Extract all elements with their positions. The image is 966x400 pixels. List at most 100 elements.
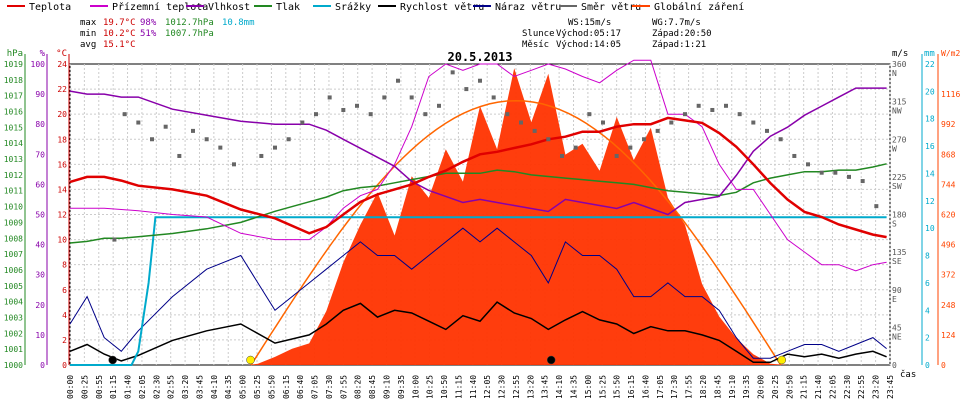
axis-pressure-tick: 1016 xyxy=(4,108,23,117)
axis-pressure-tick: 1003 xyxy=(4,313,23,322)
axis-time-tick: 19:35 xyxy=(742,375,751,399)
marker-sunrise xyxy=(246,355,255,365)
series-wind-dir-point xyxy=(792,153,797,158)
axis-temp-tick: 4 xyxy=(62,311,67,320)
marker-moonrise xyxy=(546,355,556,365)
axis-temp-tick: 8 xyxy=(62,261,67,270)
series-wind-dir-point xyxy=(655,128,660,133)
stats-temp: 19.7°C xyxy=(103,18,136,28)
series-ground-temp xyxy=(70,59,887,272)
axis-rad-tick: 0 xyxy=(941,361,946,370)
axis-dir-tick: 90 xyxy=(892,286,902,295)
axis-time-tick: 19:10 xyxy=(728,375,737,399)
stats-temp: 15.1°C xyxy=(103,40,136,50)
axis-rain-tick: 22 xyxy=(925,60,935,69)
axis-humidity-tick: 40 xyxy=(35,241,45,250)
axis-rain-tick: 18 xyxy=(925,115,935,124)
series-wind-dir-point xyxy=(642,137,646,142)
axis-dir-tick: 225 xyxy=(892,173,907,182)
series-wind-dir-point xyxy=(505,112,510,117)
axis-time-tick: 05:25 xyxy=(253,375,262,399)
axis-temp-tick: 2 xyxy=(62,336,67,345)
info-sun-label: Slunce xyxy=(522,29,555,39)
axis-rad-tick: 1116 xyxy=(941,90,960,99)
series-wind-dir-point xyxy=(191,128,195,133)
axis-dir-tick: 135 xyxy=(892,248,907,257)
axis-temp-tick: 12 xyxy=(57,211,67,220)
axis-pressure-tick: 1019 xyxy=(4,60,23,69)
axis-humidity-tick: 70 xyxy=(35,150,45,159)
axis-rain-tick: 14 xyxy=(925,169,935,178)
stats-rain: 10.8mm xyxy=(222,18,255,28)
series-temperature xyxy=(69,116,887,239)
axis-time-tick: 17:30 xyxy=(670,375,679,399)
axis-time-tick: 15:25 xyxy=(598,375,607,399)
axis-time-tick: 13:45 xyxy=(541,375,550,399)
axis-pressure-tick: 1011 xyxy=(4,187,23,196)
series-wind-dir-point xyxy=(819,170,824,175)
axis-humidity-tick: 80 xyxy=(35,120,45,129)
axis-time-tick: 18:45 xyxy=(713,375,722,399)
axis-dir-tick: 360 xyxy=(892,60,907,69)
axis-wind-unit: m/s xyxy=(892,49,908,59)
axis-time-tick: 02:30 xyxy=(152,375,161,399)
series-wind-dir-point xyxy=(150,137,154,142)
series-wind-dir-point xyxy=(710,107,715,112)
axis-pressure-tick: 1014 xyxy=(4,139,23,148)
stats-label: min xyxy=(80,29,96,39)
series-wind-dir-point xyxy=(614,153,619,158)
axis-pressure-tick: 1012 xyxy=(4,171,23,180)
axis-dir-label: NE xyxy=(892,332,902,341)
series-wind-dir-point xyxy=(273,145,277,150)
stats-humidity: 98% xyxy=(140,18,157,28)
series-group xyxy=(69,59,887,366)
stats-block: max 19.7°C 98% 1012.7hPa 10.8mm min 10.2°C 51% 1… xyxy=(80,18,255,50)
axis-dir-label: N xyxy=(892,69,897,78)
info-moon-set: Západ:1:21 xyxy=(652,40,706,50)
axis-pressure-tick: 1007 xyxy=(4,250,23,259)
series-wind-dir-point xyxy=(560,153,564,158)
axis-humidity-tick: 30 xyxy=(35,271,45,280)
axis-rad-tick: 744 xyxy=(941,180,956,189)
axis-time-tick: 22:55 xyxy=(857,375,866,399)
axis-rad-tick: 868 xyxy=(941,150,956,159)
series-wind-dir-point xyxy=(218,145,223,150)
series-wind-dir-point xyxy=(423,112,428,117)
series-wind-dir-point xyxy=(860,179,865,184)
axis-rain-tick: 8 xyxy=(925,252,930,261)
axis-time-tick: 12:05 xyxy=(483,375,492,399)
info-ws: WS:15m/s xyxy=(568,18,611,28)
axis-dir-tick: 0 xyxy=(892,361,897,370)
axis-time-tick: 11:40 xyxy=(469,375,478,399)
series-wind-dir-point xyxy=(396,78,400,83)
axis-time-tick: 07:55 xyxy=(339,375,348,399)
axis-pressure-tick: 1000 xyxy=(4,361,23,370)
axis-time-tick: 00:55 xyxy=(95,375,104,399)
series-wind-gust xyxy=(69,227,887,359)
axis-rain-tick: 6 xyxy=(925,279,930,288)
axis-pressure-tick: 1001 xyxy=(4,345,23,354)
series-wind-dir-point xyxy=(491,95,496,100)
series-wind-dir-point xyxy=(286,137,291,142)
axis-rad-tick: 372 xyxy=(941,271,956,280)
axis-humidity-tick: 20 xyxy=(35,301,45,310)
stats-label: max xyxy=(80,18,97,28)
axis-time-tick: 13:20 xyxy=(526,375,535,399)
series-wind-dir-point xyxy=(628,145,633,150)
axis-time-tick: 17:05 xyxy=(656,375,665,399)
axis-humidity-tick: 50 xyxy=(35,211,45,220)
info-block: WS:15m/s WG:7.7m/s Slunce Východ:05:17 Západ… xyxy=(522,18,712,50)
axis-time-tick: 18:20 xyxy=(699,375,708,399)
series-wind-dir-point xyxy=(327,95,332,100)
series-wind-dir-point xyxy=(478,78,482,83)
series-wind-dir-point xyxy=(751,120,756,125)
series-humidity xyxy=(69,87,887,216)
axis-time-tick: 02:55 xyxy=(167,375,176,399)
info-sun-set: Západ:20:50 xyxy=(652,29,712,39)
axis-dir-label: SE xyxy=(892,257,902,266)
axis-pressure-tick: 1004 xyxy=(4,298,23,307)
axis-dir-label: NW xyxy=(892,107,902,116)
series-wind-dir-point xyxy=(601,120,605,125)
axis-rain-unit: mm xyxy=(924,49,935,59)
axis-time-tick: 20:25 xyxy=(771,375,780,399)
